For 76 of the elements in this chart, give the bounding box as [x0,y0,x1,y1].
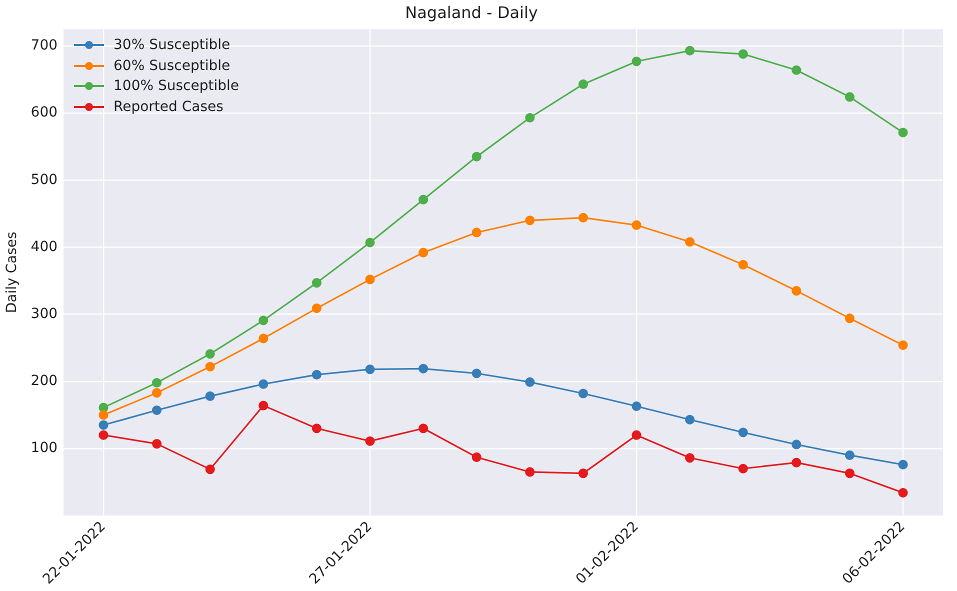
point [98,430,108,440]
point [844,92,855,102]
point [472,152,482,162]
y-tick-label: 700 [30,38,58,54]
point [685,414,695,424]
point [685,46,695,56]
point [685,237,695,247]
point [844,468,855,478]
point [98,420,108,430]
y-tick-label: 200 [30,373,58,390]
point [312,303,322,314]
point [844,314,855,324]
point [738,464,748,474]
point [792,286,802,296]
point [792,458,802,468]
point [844,450,855,460]
point [685,453,695,463]
point [312,278,322,288]
point [898,340,908,350]
point [632,220,642,230]
point [365,364,375,374]
point [525,112,535,123]
point [525,377,535,387]
y-axis-title: Daily Cases [4,232,20,314]
point [525,216,535,226]
y-tick-label: 400 [30,238,58,255]
point [258,316,268,326]
point [418,364,428,374]
point [418,194,428,204]
chart-title: Nagaland - Daily [405,2,538,22]
point [578,388,588,398]
legend-label: 100% Susceptible [114,77,240,96]
point [898,460,908,470]
point [578,468,588,478]
point [578,79,588,90]
point [205,391,215,401]
point [472,452,482,462]
point [738,260,748,270]
point [152,378,162,388]
point [152,388,162,398]
y-tick-label: 300 [30,306,58,322]
point [418,248,428,258]
point [365,436,375,446]
point [258,334,268,344]
point [418,424,428,434]
point [898,128,908,138]
point [98,410,108,420]
point [792,440,802,450]
legend-label: Reported Cases [114,98,224,117]
point [312,424,322,434]
point [205,464,215,474]
y-tick-label: 100 [30,440,58,456]
point [578,212,588,223]
point [205,349,215,359]
point [365,238,375,248]
point [152,405,162,416]
point [205,362,215,372]
y-tick-label: 600 [30,104,58,121]
point [898,488,908,498]
legend-label: 30% Susceptible [114,36,230,56]
point [258,379,268,389]
point [632,56,642,66]
point [152,439,162,449]
point [632,401,642,412]
point [365,274,375,284]
point [312,370,322,380]
point [472,368,482,378]
point [632,430,642,440]
y-tick-label: 500 [30,172,58,188]
point [258,400,268,410]
point [525,467,535,477]
point [738,428,748,438]
point [472,228,482,238]
point [738,49,748,59]
point [792,65,802,75]
legend-label: 60% Susceptible [114,56,230,76]
